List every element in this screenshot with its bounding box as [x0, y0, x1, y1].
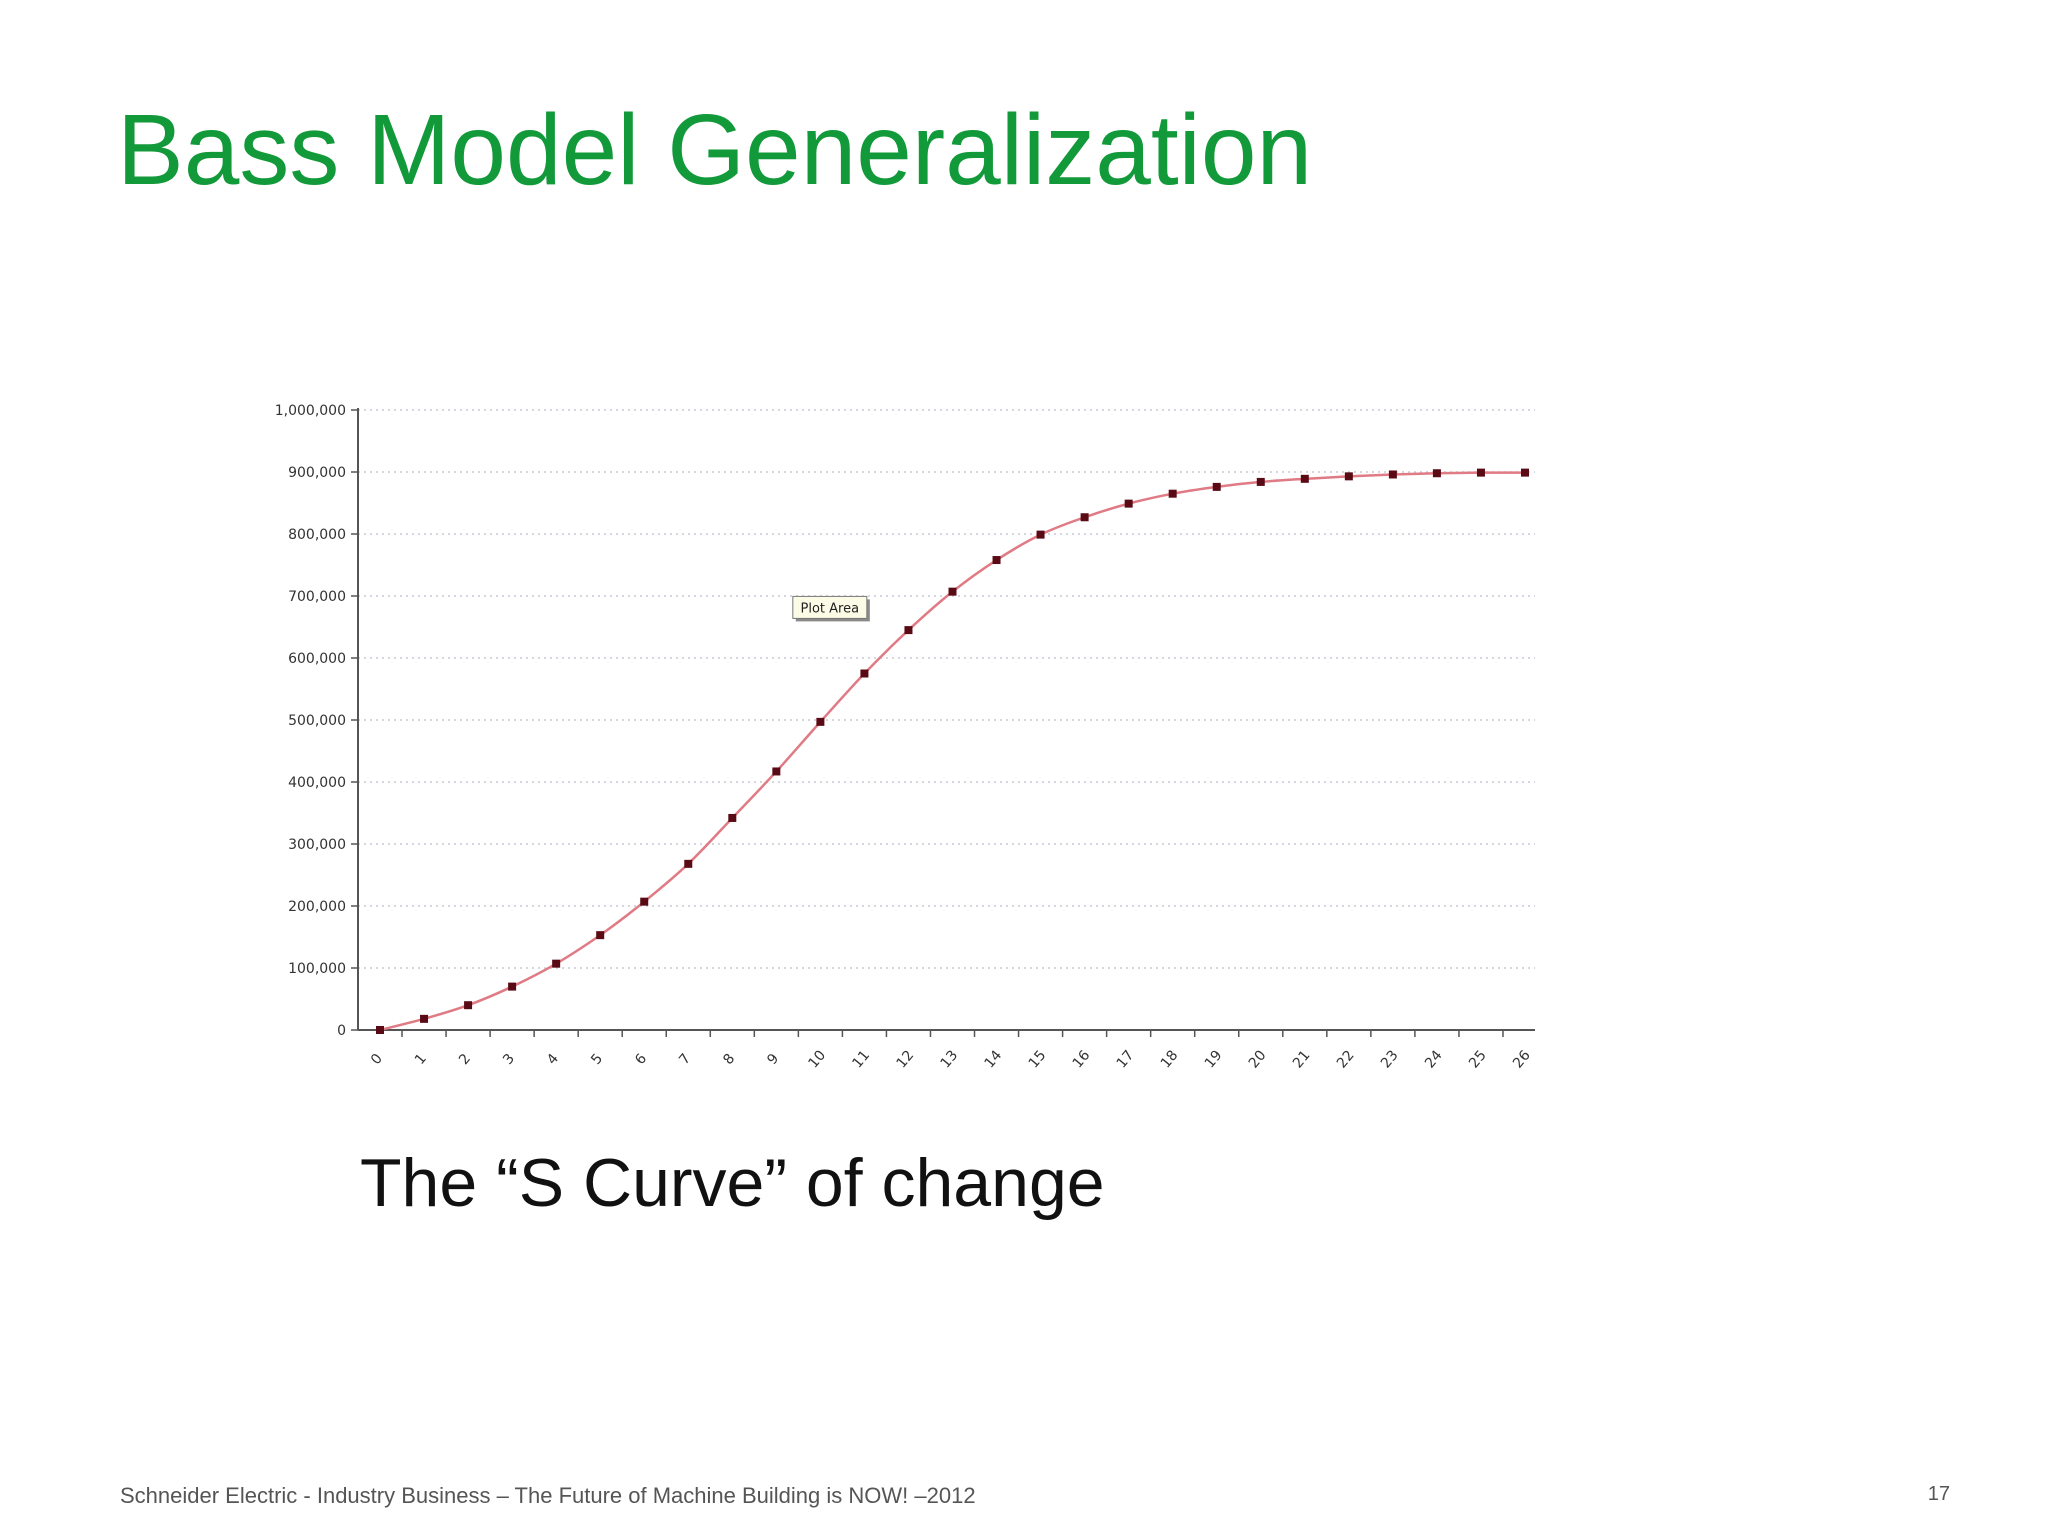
x-tick-label: 16	[1070, 1047, 1094, 1071]
page-number: 17	[1927, 1483, 1950, 1505]
data-point-marker	[1432, 469, 1441, 478]
x-tick-label: 23	[1378, 1047, 1402, 1071]
x-tick-label: 8	[720, 1051, 738, 1068]
x-tick-label: 20	[1246, 1047, 1270, 1071]
x-tick-label: 26	[1510, 1047, 1534, 1071]
x-tick-label: 17	[1114, 1047, 1138, 1071]
y-tick-label: 400,000	[288, 775, 346, 791]
data-point-marker	[1168, 489, 1177, 498]
x-tick-label: 10	[805, 1047, 829, 1071]
series-layer	[376, 468, 1529, 1034]
y-tick-label: 900,000	[288, 465, 346, 481]
x-tick-label: 4	[544, 1051, 562, 1068]
y-axis-tick-labels: 0 100,000 200,000 300,000 400,000 500,000 600,…	[275, 403, 346, 1039]
data-point-marker	[1300, 474, 1309, 483]
data-point-marker	[420, 1014, 429, 1023]
y-tick-label: 300,000	[288, 837, 346, 853]
data-point-marker	[992, 556, 1001, 565]
data-point-marker	[640, 897, 649, 906]
plot-area-tooltip: Plot Area	[792, 595, 870, 622]
data-point-marker	[508, 982, 517, 991]
data-point-marker	[948, 587, 957, 596]
x-tick-label: 24	[1422, 1047, 1446, 1071]
data-point-marker	[1124, 499, 1133, 508]
x-tick-label: 2	[456, 1051, 474, 1068]
data-point-marker	[684, 859, 693, 868]
x-tick-label: 18	[1158, 1047, 1182, 1071]
data-point-marker	[1036, 530, 1045, 539]
data-point-marker	[1256, 477, 1265, 486]
data-point-marker	[816, 717, 825, 726]
x-tick-label: 25	[1466, 1047, 1490, 1071]
y-tick-label: 500,000	[288, 713, 346, 729]
y-tick-label: 700,000	[288, 589, 346, 605]
data-point-marker	[904, 626, 913, 635]
x-tick-label: 11	[850, 1047, 874, 1071]
x-tick-label: 21	[1290, 1047, 1314, 1071]
chart-caption: The “S Curve” of change	[360, 1145, 1105, 1221]
x-tick-label: 7	[676, 1051, 694, 1068]
data-point-marker	[1388, 470, 1397, 479]
s-curve-chart: 0 100,000 200,000 300,000 400,000 500,000 600,…	[250, 395, 1550, 1095]
x-tick-label: 19	[1202, 1047, 1226, 1071]
x-tick-label: 15	[1026, 1047, 1050, 1071]
x-tick-label: 22	[1334, 1047, 1358, 1071]
y-tick-label: 800,000	[288, 527, 346, 543]
series-line	[379, 471, 1526, 1032]
chart-axes	[351, 408, 1535, 1037]
data-point-marker	[1521, 468, 1529, 477]
chart-gridlines	[358, 409, 1535, 969]
data-point-marker	[860, 669, 869, 678]
x-tick-label: 9	[764, 1051, 782, 1068]
x-tick-label: 14	[982, 1047, 1006, 1071]
x-tick-label: 13	[938, 1047, 962, 1071]
data-point-marker	[728, 813, 737, 822]
tooltip-box	[792, 595, 868, 619]
x-tick-label: 5	[588, 1051, 606, 1068]
x-tick-label: 1	[412, 1051, 430, 1068]
data-point-marker	[596, 931, 605, 940]
y-tick-label: 100,000	[288, 961, 346, 977]
y-tick-label: 200,000	[288, 899, 346, 915]
y-tick-label: 1,000,000	[275, 403, 346, 419]
x-tick-label: 12	[894, 1047, 918, 1071]
chart-svg: 0 100,000 200,000 300,000 400,000 500,000 600,…	[275, 403, 1535, 1071]
footer-text: Schneider Electric - Industry Business –…	[120, 1483, 976, 1508]
x-axis-tick-labels: 0 1 2 3 4 5 6 7 8 9 10 11 12 13 14 15 16 17 18 19 20 21 22 23 24…	[368, 1047, 1534, 1071]
data-point-marker	[1080, 513, 1089, 522]
y-tick-label: 600,000	[288, 651, 346, 667]
x-tick-label: 0	[368, 1051, 386, 1068]
data-point-marker	[1476, 468, 1485, 477]
data-point-marker	[772, 767, 781, 776]
slide-title: Bass Model Generalization	[117, 94, 1313, 206]
data-point-marker	[1212, 482, 1221, 491]
data-point-marker	[552, 959, 561, 968]
x-tick-label: 6	[632, 1051, 650, 1068]
data-point-marker	[464, 1001, 473, 1010]
data-point-marker	[376, 1026, 384, 1034]
x-tick-label: 3	[500, 1051, 518, 1068]
y-tick-label: 0	[337, 1023, 346, 1039]
data-point-marker	[1344, 472, 1353, 481]
tooltip-label: Plot Area	[801, 601, 860, 616]
